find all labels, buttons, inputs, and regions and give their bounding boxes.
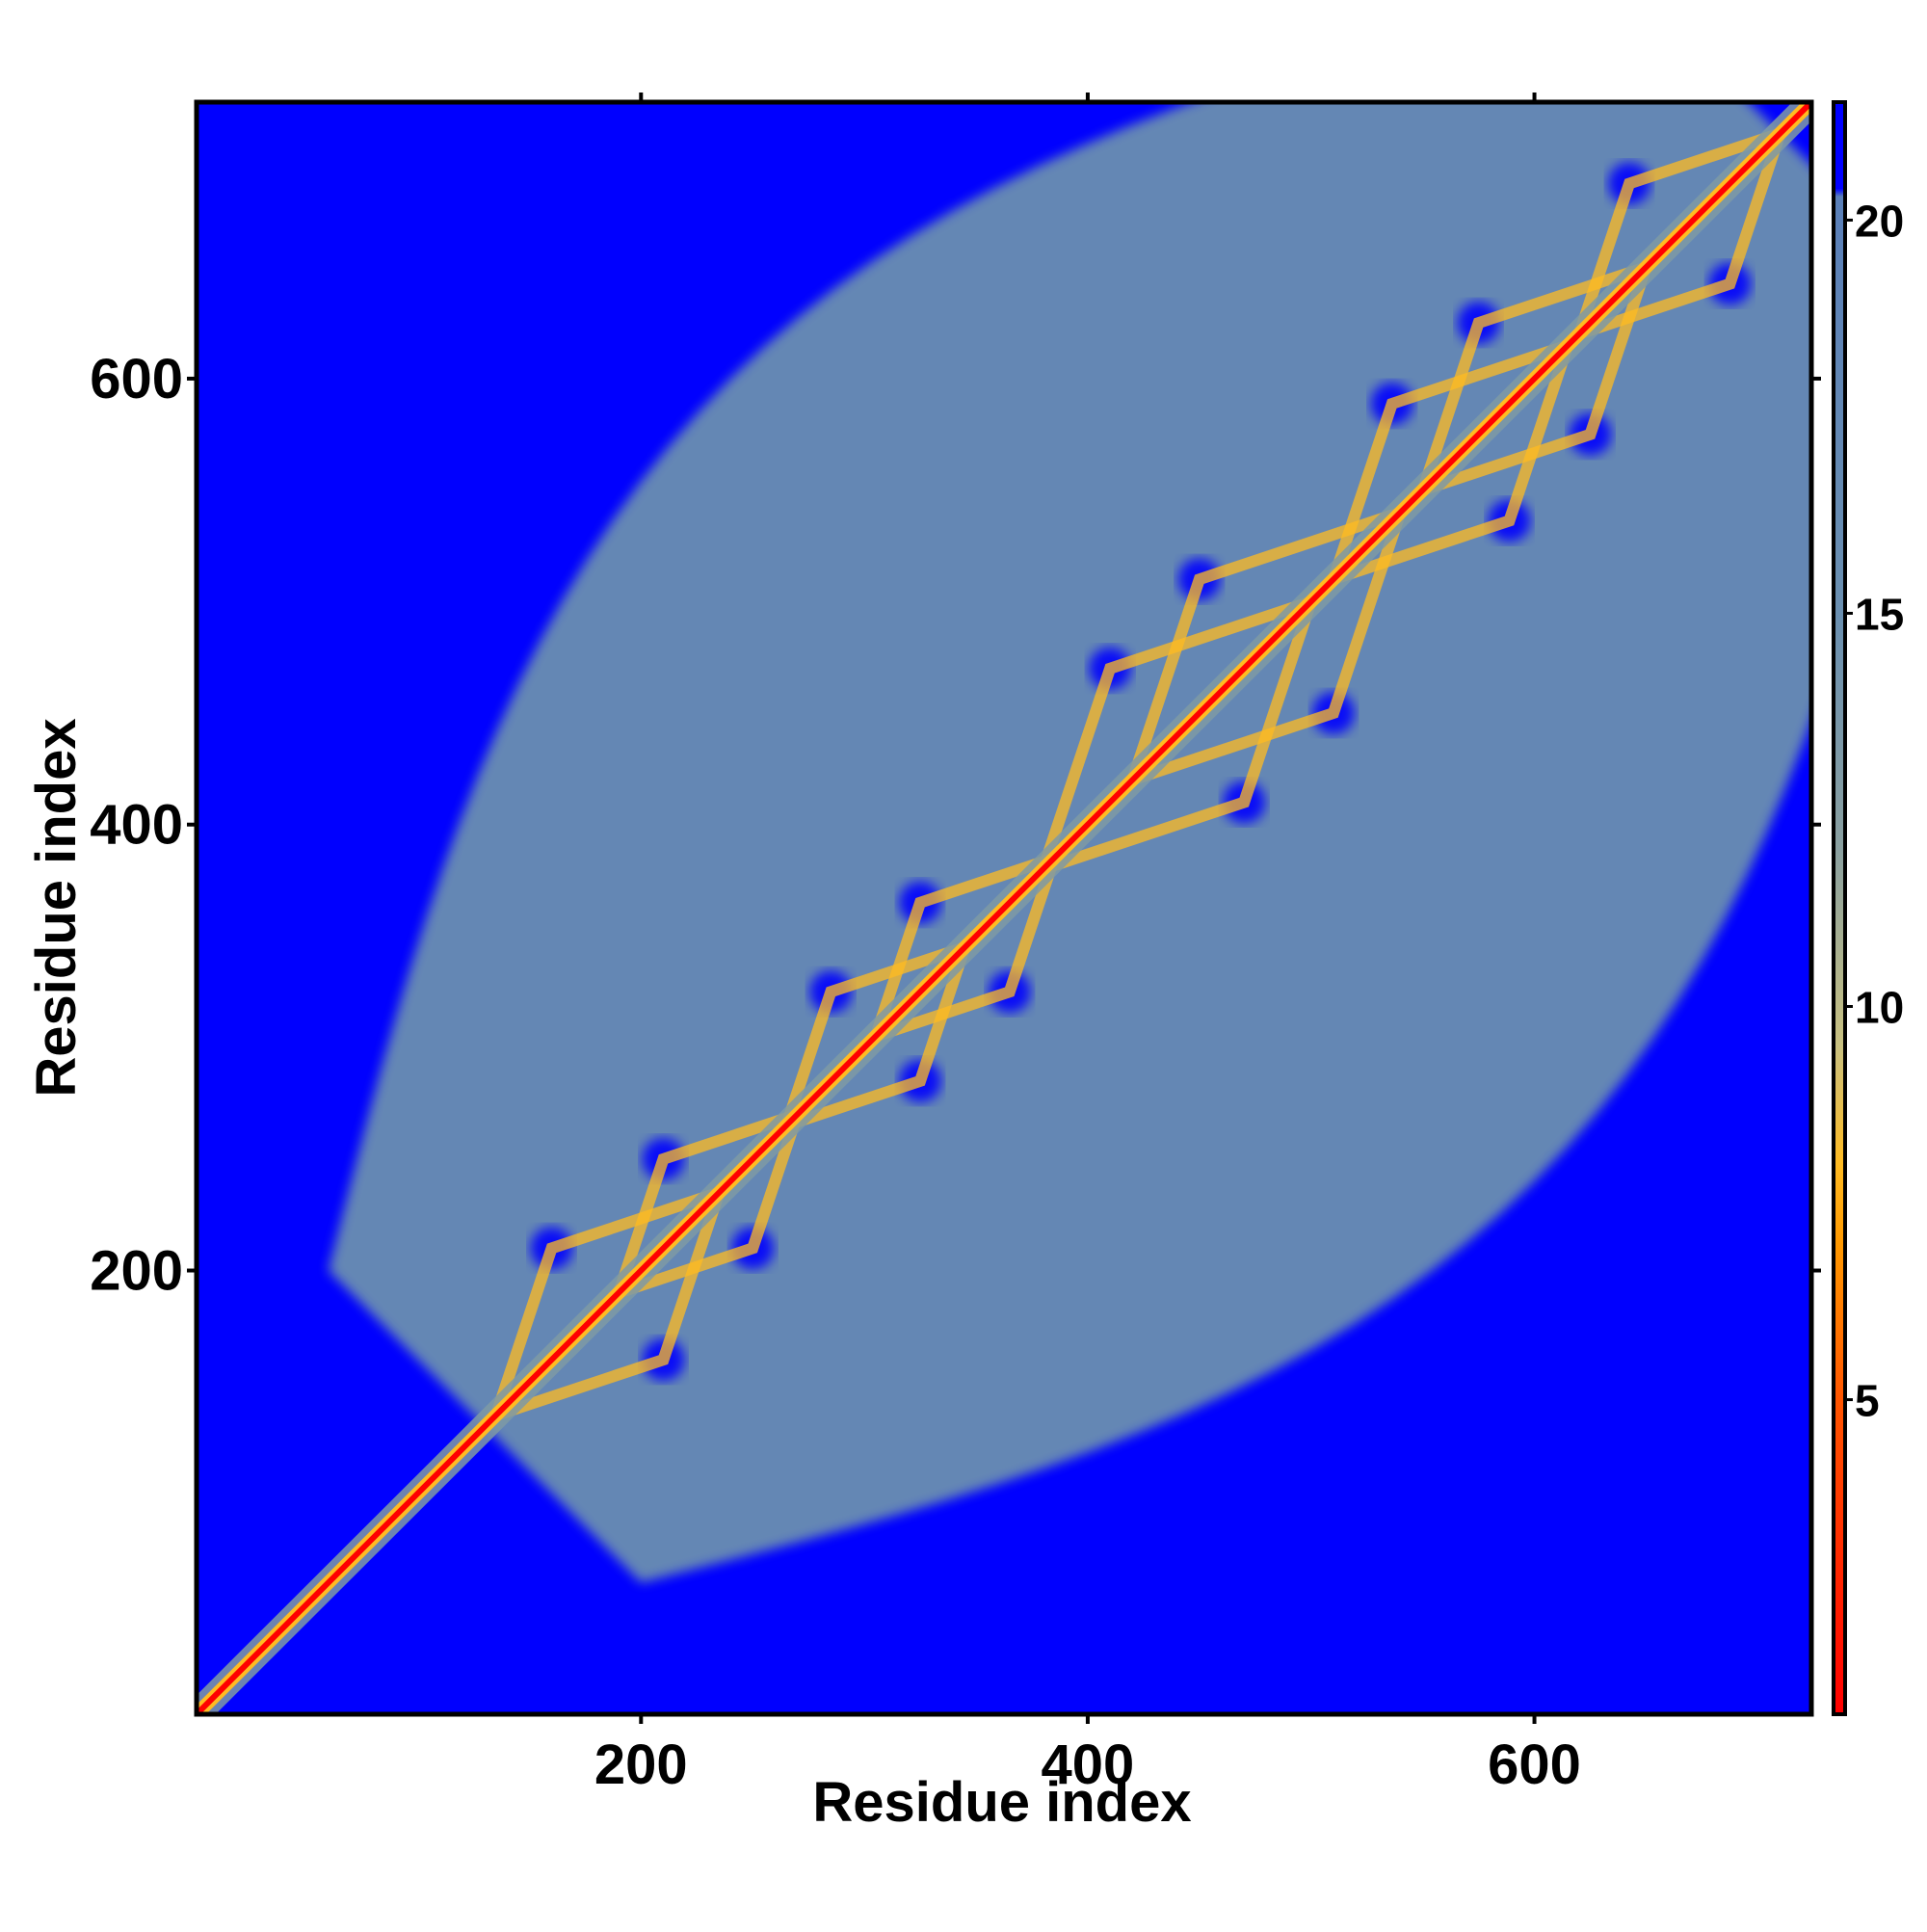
colorbar: 5 10 15 20 xyxy=(1832,100,1904,1716)
colorbar-gradient xyxy=(1832,100,1847,1716)
colorbar-tick-label: 10 xyxy=(1855,983,1904,1033)
y-tick-label: 600 xyxy=(90,348,183,410)
y-tick-label: 200 xyxy=(90,1240,183,1303)
heatmap-plot-area xyxy=(197,102,1811,1714)
y-tick-label: 400 xyxy=(90,794,183,857)
diagonal-band xyxy=(197,102,1811,1714)
y-axis: 200 400 600 xyxy=(90,348,1821,1303)
colorbar-tick-label: 15 xyxy=(1855,589,1904,639)
diagonal-line xyxy=(197,102,1811,1714)
x-tick-label: 400 xyxy=(1042,1734,1135,1796)
x-axis-label: Residue index xyxy=(812,1771,1191,1834)
colorbar-ticks: 5 10 15 20 xyxy=(1845,196,1904,1426)
x-tick-label: 200 xyxy=(594,1734,688,1796)
colorbar-tick-label: 20 xyxy=(1855,196,1904,246)
x-tick-label: 600 xyxy=(1488,1734,1581,1796)
plot-frame xyxy=(194,99,1814,1717)
x-axis: 200 400 600 xyxy=(594,93,1581,1796)
y-axis-label: Residue index xyxy=(25,718,88,1097)
colorbar-tick-label: 5 xyxy=(1855,1376,1880,1426)
